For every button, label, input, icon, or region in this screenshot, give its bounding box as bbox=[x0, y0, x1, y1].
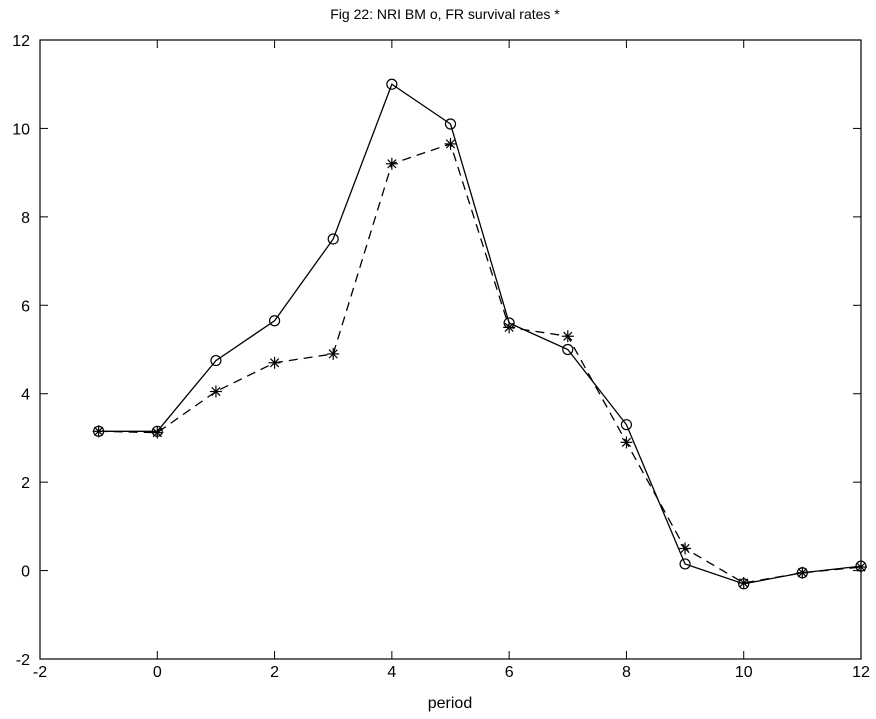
data-point-circle bbox=[268, 315, 281, 327]
data-point-asterisk bbox=[151, 426, 164, 439]
data-point-asterisk bbox=[737, 576, 750, 589]
y-tick-label: 12 bbox=[12, 33, 30, 50]
x-tick-label: 8 bbox=[622, 664, 631, 681]
asterisk-stroke bbox=[269, 358, 280, 368]
asterisk-stroke bbox=[328, 349, 338, 359]
x-tick-label: -2 bbox=[33, 664, 47, 681]
data-point-circle bbox=[210, 354, 222, 367]
asterisk-stroke bbox=[856, 562, 866, 572]
data-point-asterisk bbox=[327, 347, 340, 360]
series-1 bbox=[93, 78, 867, 590]
x-tick-label: 12 bbox=[852, 664, 870, 681]
asterisk-stroke bbox=[797, 568, 807, 578]
series-2 bbox=[92, 137, 867, 589]
y-tick-label: -2 bbox=[16, 652, 30, 669]
data-point-asterisk bbox=[268, 356, 281, 369]
series-layer bbox=[92, 78, 867, 590]
data-point-circle bbox=[444, 118, 457, 130]
data-point-asterisk bbox=[92, 425, 105, 438]
data-point-circle bbox=[679, 558, 691, 570]
chart-title: Fig 22: NRI BM o, FR survival rates * bbox=[330, 6, 560, 22]
y-tick-label: 8 bbox=[21, 210, 30, 227]
asterisk-stroke bbox=[563, 331, 573, 341]
asterisk-stroke bbox=[621, 437, 632, 447]
x-axis-label: period bbox=[428, 695, 472, 712]
asterisk-stroke bbox=[94, 426, 104, 436]
y-axis-ticks: -2 0 2 4 6 8 10 12 bbox=[12, 33, 861, 669]
data-point-asterisk bbox=[444, 137, 457, 150]
data-point-asterisk bbox=[503, 321, 516, 334]
x-tick-label: 4 bbox=[387, 664, 396, 681]
data-point-asterisk bbox=[855, 561, 867, 574]
data-point-asterisk bbox=[561, 330, 574, 343]
y-tick-label: 0 bbox=[21, 564, 30, 581]
data-point-circle bbox=[620, 419, 633, 431]
x-axis-ticks: -2 0 2 4 6 8 10 12 bbox=[33, 40, 870, 681]
asterisk-stroke bbox=[445, 139, 456, 149]
plot-frame bbox=[39, 39, 862, 660]
series-1-line bbox=[98, 83, 862, 585]
data-point-circle bbox=[562, 343, 574, 356]
y-tick-label: 6 bbox=[21, 298, 30, 315]
y-tick-label: 4 bbox=[21, 387, 30, 404]
data-point-asterisk bbox=[679, 542, 692, 555]
asterisk-stroke bbox=[680, 543, 690, 554]
data-point-asterisk bbox=[209, 385, 222, 398]
asterisk-stroke bbox=[387, 159, 397, 169]
data-point-asterisk bbox=[620, 436, 633, 449]
x-tick-label: 2 bbox=[270, 664, 279, 681]
asterisk-stroke bbox=[504, 322, 514, 333]
x-tick-label: 0 bbox=[153, 664, 162, 681]
y-tick-label: 2 bbox=[21, 475, 30, 492]
y-tick-label: 10 bbox=[12, 121, 30, 138]
data-point-asterisk bbox=[385, 157, 398, 170]
data-point-circle bbox=[327, 233, 339, 245]
x-tick-label: 6 bbox=[505, 664, 514, 681]
data-point-circle bbox=[386, 78, 398, 90]
asterisk-stroke bbox=[211, 386, 221, 397]
asterisk-stroke bbox=[739, 578, 749, 588]
asterisk-stroke bbox=[152, 427, 162, 438]
x-tick-label: 10 bbox=[735, 664, 753, 681]
data-point-asterisk bbox=[796, 566, 809, 579]
series-2-line bbox=[98, 143, 862, 584]
